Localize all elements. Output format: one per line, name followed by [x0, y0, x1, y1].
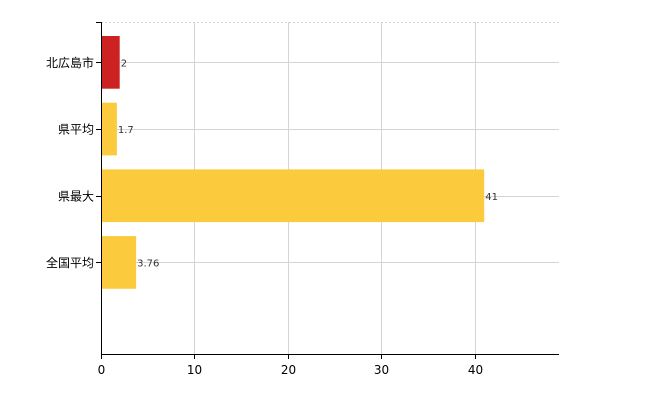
data-label-1: 2 — [121, 58, 127, 69]
y-tick-label-4: 全国平均 — [46, 255, 94, 270]
grid — [101, 22, 559, 354]
y-tick-label-2: 県平均 — [58, 123, 94, 137]
axes — [96, 22, 559, 359]
bar-2 — [102, 102, 117, 156]
data-label-3: 41 — [485, 192, 498, 203]
bar-3 — [102, 169, 485, 223]
x-tick-label-30: 30 — [374, 363, 389, 377]
x-tick-label-20: 20 — [281, 363, 296, 377]
x-tick-label-10: 10 — [187, 363, 202, 377]
x-tick-label-40: 40 — [468, 363, 483, 377]
bar-1 — [102, 36, 120, 89]
bars — [102, 36, 485, 289]
x-tick-label-0: 0 — [98, 363, 106, 377]
data-label-4: 3.76 — [137, 258, 159, 269]
y-tick-label-3: 県最大 — [58, 189, 94, 203]
bar-4 — [102, 236, 137, 289]
y-tick-label-1: 北広島市 — [46, 55, 94, 70]
data-label-2: 1.7 — [118, 125, 134, 136]
